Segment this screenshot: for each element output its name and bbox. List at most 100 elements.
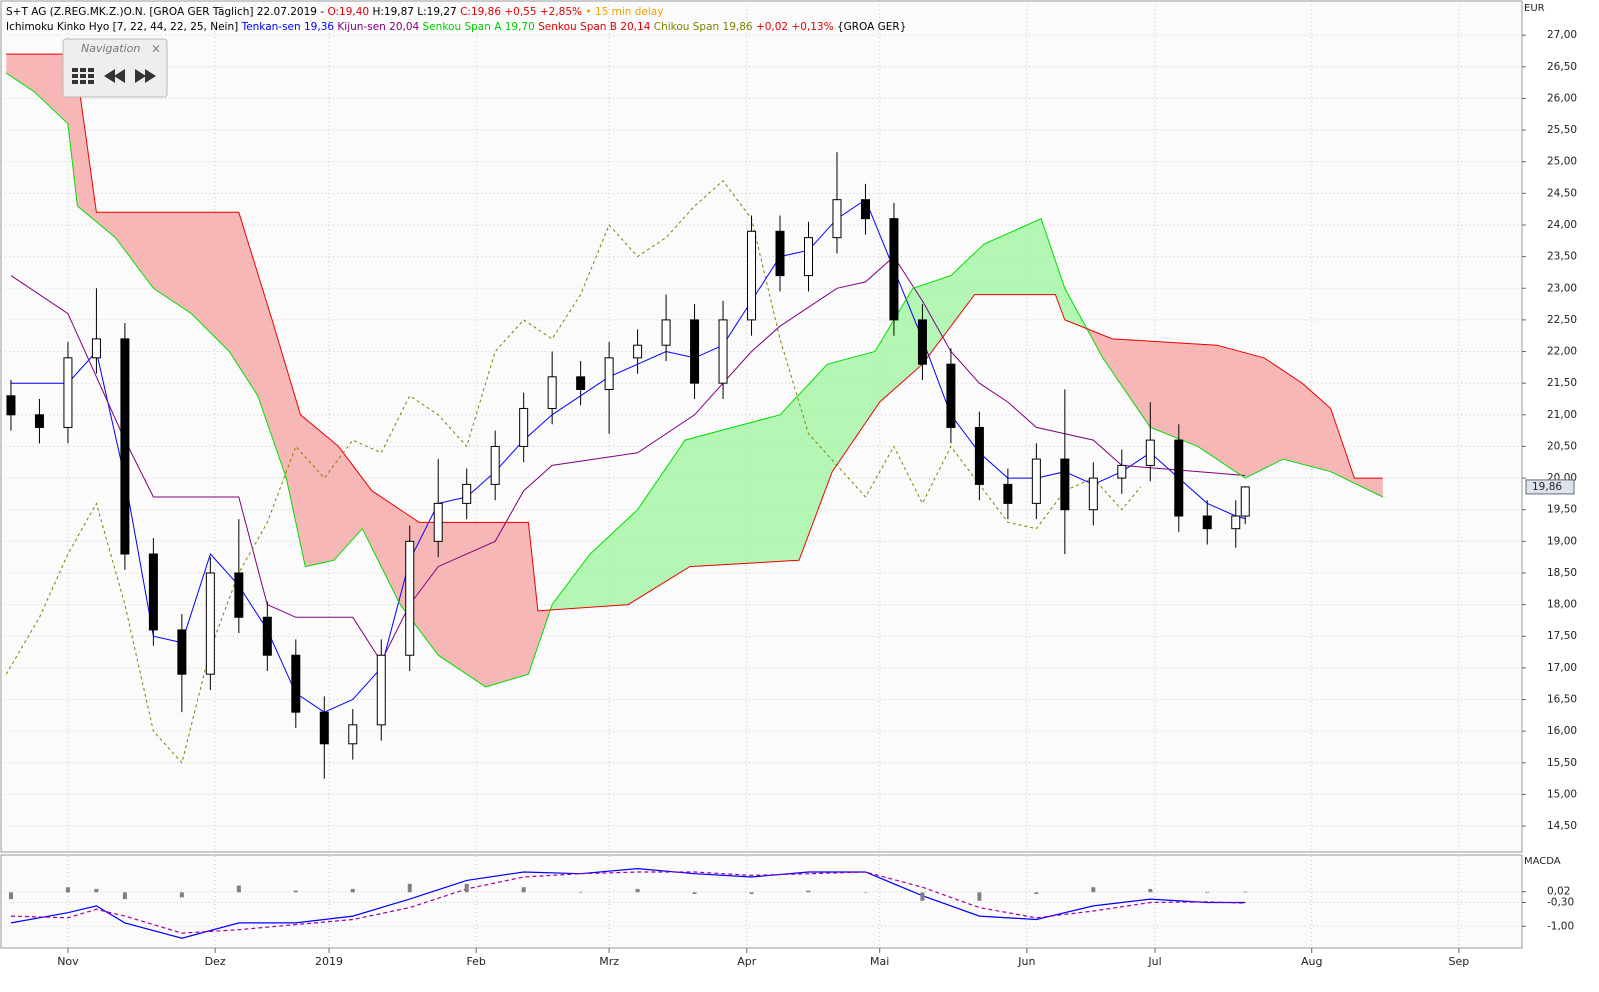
- histogram-bar: [692, 892, 697, 895]
- candle-body: [803, 237, 813, 277]
- y-tick-label: 19,50: [1547, 504, 1577, 516]
- y-tick-label: 18,50: [1547, 567, 1577, 579]
- y-tick-label: 18,00: [1547, 599, 1577, 611]
- grid-button[interactable]: [72, 68, 94, 84]
- candle-body: [405, 540, 415, 656]
- y-tick-label: 23,50: [1547, 251, 1577, 263]
- candle-body: [860, 199, 870, 220]
- candle-body: [319, 711, 329, 745]
- histogram-bar: [407, 883, 412, 893]
- candle-body: [6, 395, 16, 416]
- y-tick-label: 20,50: [1547, 440, 1577, 452]
- histogram-bar: [1034, 892, 1039, 895]
- histogram-bar: [635, 888, 640, 893]
- histogram-bar: [65, 887, 70, 893]
- candle-body: [917, 319, 927, 365]
- navigation-title: Navigation: [81, 42, 140, 55]
- histogram-bar: [8, 892, 13, 900]
- y-tick-label: 16,00: [1547, 725, 1577, 737]
- candle-body: [747, 230, 757, 321]
- candle-body: [91, 338, 101, 359]
- y-tick-label: 17,00: [1547, 662, 1577, 674]
- last-price-label: 19,86: [1532, 481, 1562, 493]
- header-segment: Senkou Span A 19,70: [423, 21, 539, 33]
- y-tick-label: 0,02: [1547, 886, 1570, 898]
- histogram-bar: [94, 888, 99, 893]
- histogram-bar: [179, 892, 184, 898]
- histogram-bar: [521, 887, 526, 893]
- candle-body: [832, 199, 842, 239]
- candle-body: [234, 572, 244, 618]
- x-tick-label: Nov: [57, 955, 79, 968]
- histogram-bar: [350, 888, 355, 893]
- y-tick-label: 17,50: [1547, 630, 1577, 642]
- histogram-bar: [1243, 891, 1248, 893]
- cloud-bearish: [6, 41, 1383, 687]
- header-segment: Chikou Span 19,86: [654, 21, 756, 33]
- candle-body: [633, 344, 643, 359]
- candle-body: [63, 357, 73, 428]
- y-tick-label: 24,00: [1547, 219, 1577, 231]
- y-tick-label: 15,50: [1547, 757, 1577, 769]
- y-tick-label: 14,50: [1547, 820, 1577, 832]
- candle-body: [1231, 515, 1241, 530]
- forward-button[interactable]: [135, 69, 156, 83]
- y-tick-label: -1,00: [1547, 920, 1574, 932]
- candle-body: [1117, 464, 1127, 479]
- x-tick-label: Jun: [1017, 955, 1035, 968]
- macd-line: [10, 871, 1246, 934]
- x-tick-label: Apr: [737, 955, 757, 968]
- histogram-bar: [1205, 892, 1210, 894]
- candle-body: [1060, 458, 1070, 511]
- histogram-bar: [863, 892, 868, 893]
- indicator-line: [10, 255, 1246, 663]
- candle-body: [148, 553, 158, 631]
- header-segment: Senkou Span B 20,14: [538, 21, 654, 33]
- last-price-box: [1525, 479, 1575, 495]
- navigation-widget: Navigation ×: [62, 38, 168, 98]
- candle-body: [376, 654, 386, 726]
- histogram-bar: [578, 892, 583, 893]
- candle-body: [1174, 439, 1184, 517]
- y-tick-label: 19,00: [1547, 535, 1577, 547]
- histogram-bar: [920, 892, 925, 901]
- header-segment: Kijun-sen 20,04: [337, 21, 422, 33]
- macd-title: MACDA: [1524, 856, 1561, 867]
- candle-body: [889, 218, 899, 321]
- candle-body: [1031, 458, 1041, 504]
- back-button[interactable]: [104, 69, 125, 83]
- y-tick-label: 21,50: [1547, 377, 1577, 389]
- y-tick-label: 21,00: [1547, 409, 1577, 421]
- histogram-bar: [977, 892, 982, 901]
- candle-body: [34, 414, 44, 428]
- y-unit: EUR: [1524, 3, 1545, 14]
- x-tick-label: Mai: [870, 955, 889, 968]
- candle-body: [946, 363, 956, 428]
- candle-body: [433, 502, 443, 542]
- x-tick-label: 2019: [315, 955, 343, 968]
- candle-body: [576, 376, 586, 390]
- y-tick-label: 22,00: [1547, 346, 1577, 358]
- candle-body: [604, 357, 614, 390]
- x-tick-label: Dez: [205, 955, 226, 968]
- indicator-line: [5, 72, 1384, 688]
- histogram-bar: [749, 892, 754, 895]
- navigation-close[interactable]: ×: [151, 42, 161, 56]
- y-tick-label: 25,50: [1547, 124, 1577, 136]
- y-tick-label: 22,50: [1547, 314, 1577, 326]
- y-tick-label: 26,00: [1547, 92, 1577, 104]
- candle-body: [690, 319, 700, 384]
- indicator-line: [5, 179, 1142, 764]
- candle-body: [177, 629, 187, 675]
- y-tick-label: 15,00: [1547, 788, 1577, 800]
- header-segment: • 15 min delay: [585, 6, 663, 18]
- header-segment: Ichimoku Kinko Hyo [7, 22, 44, 22, 25, N…: [6, 21, 242, 33]
- header-segment: O:19,40: [327, 6, 372, 18]
- y-tick-label: 26,50: [1547, 61, 1577, 73]
- macd-pane: [0, 854, 1523, 949]
- indicator-line: [6, 41, 1383, 612]
- header-segment: C:19,86 +0,55 +2,85%: [460, 6, 585, 18]
- candle-body: [547, 376, 557, 409]
- histogram-bar: [1148, 888, 1153, 893]
- candle-body: [974, 426, 984, 485]
